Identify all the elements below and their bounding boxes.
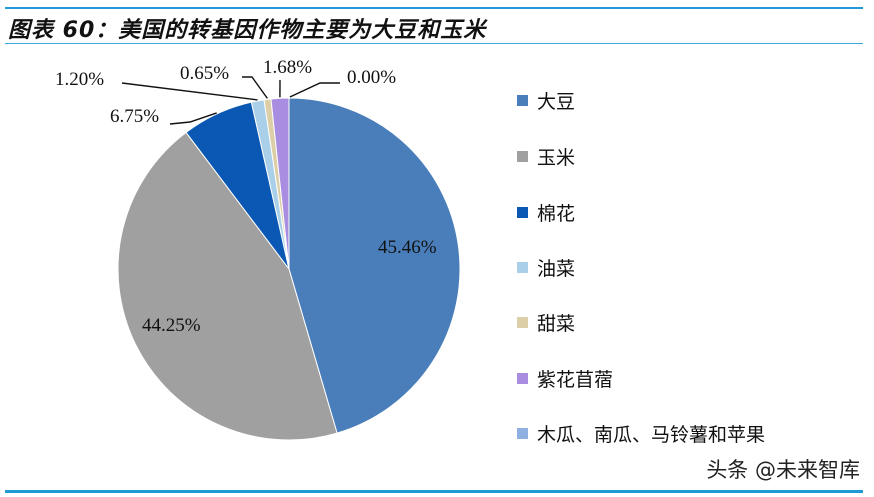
legend-label: 紫花苜蓿: [537, 368, 614, 391]
legend-label: 大豆: [537, 90, 576, 113]
pie-slice: [117, 131, 338, 441]
legend-label: 木瓜、南瓜、马铃薯和苹果: [537, 423, 766, 446]
title-underline: [5, 43, 863, 44]
data-label: 6.75%: [110, 106, 159, 127]
leader-line: [121, 82, 258, 101]
legend-item-papaya-squash-potato-apple: 木瓜、南瓜、马铃薯和苹果: [517, 421, 766, 446]
data-label: 0.65%: [180, 63, 229, 84]
leader-line: [289, 82, 340, 98]
legend-item-corn: 玉米: [517, 144, 576, 169]
legend-label: 棉花: [537, 202, 576, 225]
legend-item-alfalfa: 紫花苜蓿: [517, 366, 614, 391]
legend-item-cotton: 棉花: [517, 200, 576, 225]
bottom-rule: [5, 490, 863, 493]
data-label: 0.00%: [347, 67, 396, 88]
legend-label: 油菜: [537, 257, 576, 280]
pie-slice: [288, 97, 461, 434]
leader-line: [242, 76, 268, 99]
legend-item-sugarbeet: 甜菜: [517, 310, 576, 335]
legend-swatch-icon: [517, 261, 528, 273]
legend-swatch-icon: [517, 150, 528, 162]
legend-label: 玉米: [537, 146, 576, 169]
data-label: 1.20%: [55, 69, 104, 90]
legend-swatch-icon: [517, 94, 528, 106]
legend-swatch-icon: [517, 316, 528, 328]
leader-line: [169, 112, 217, 125]
legend-swatch-icon: [517, 427, 528, 439]
watermark: 头条 @未来智库: [706, 458, 860, 482]
top-rule: [5, 7, 863, 9]
legend-swatch-icon: [517, 206, 528, 218]
figure-title: 图表 60：美国的转基因作物主要为大豆和玉米: [8, 18, 487, 43]
legend-swatch-icon: [517, 372, 528, 384]
data-label: 44.25%: [142, 315, 201, 336]
data-label: 45.46%: [378, 237, 437, 258]
legend-item-canola: 油菜: [517, 255, 576, 280]
leader-lines: [121, 76, 340, 125]
legend-label: 甜菜: [537, 312, 576, 335]
data-labels: 45.46% 44.25% 6.75% 1.20% 0.65% 1.68% 0.00%: [55, 57, 437, 336]
legend-item-soybean: 大豆: [517, 88, 576, 113]
data-label: 1.68%: [263, 57, 312, 78]
pie-slices: [117, 97, 461, 441]
pie-slice: [270, 97, 290, 270]
